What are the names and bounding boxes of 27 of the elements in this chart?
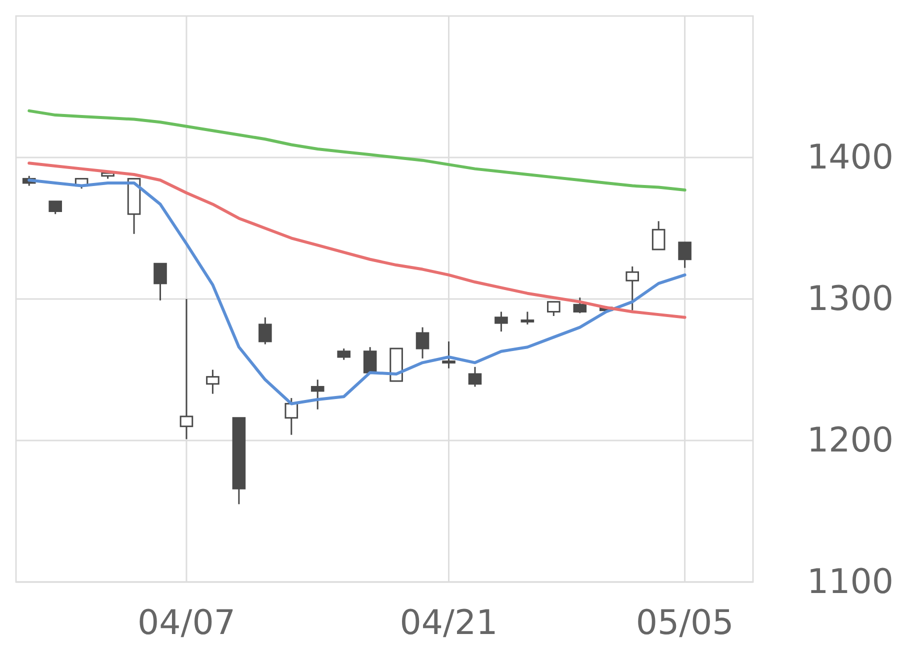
candlestick — [206, 369, 220, 395]
candlestick — [626, 266, 640, 312]
candlestick — [258, 316, 272, 346]
candlestick — [284, 397, 298, 436]
candlestick — [337, 348, 350, 361]
candlestick — [547, 301, 560, 317]
x-tick-label: 05/05 — [636, 603, 734, 643]
y-tick-label: 1100 — [807, 562, 894, 602]
line-series — [28, 109, 686, 192]
candlestick — [310, 378, 324, 410]
candlestick — [48, 200, 62, 215]
y-tick-label: 1200 — [807, 420, 894, 460]
candlestick — [678, 242, 692, 269]
candlestick — [652, 220, 666, 250]
candlestick — [180, 298, 194, 440]
candlestick — [520, 310, 534, 326]
x-tick-label: 04/21 — [400, 603, 498, 643]
y-tick-label: 1400 — [807, 138, 894, 178]
candlestick — [494, 310, 508, 332]
candlestick — [468, 366, 482, 388]
x-tick-label: 04/07 — [137, 603, 236, 643]
candlestick — [573, 296, 587, 314]
candlestick — [442, 340, 456, 370]
candlestick — [154, 262, 167, 302]
y-tick-label: 1300 — [807, 279, 894, 319]
line-series — [28, 162, 686, 319]
candlestick — [416, 326, 430, 360]
